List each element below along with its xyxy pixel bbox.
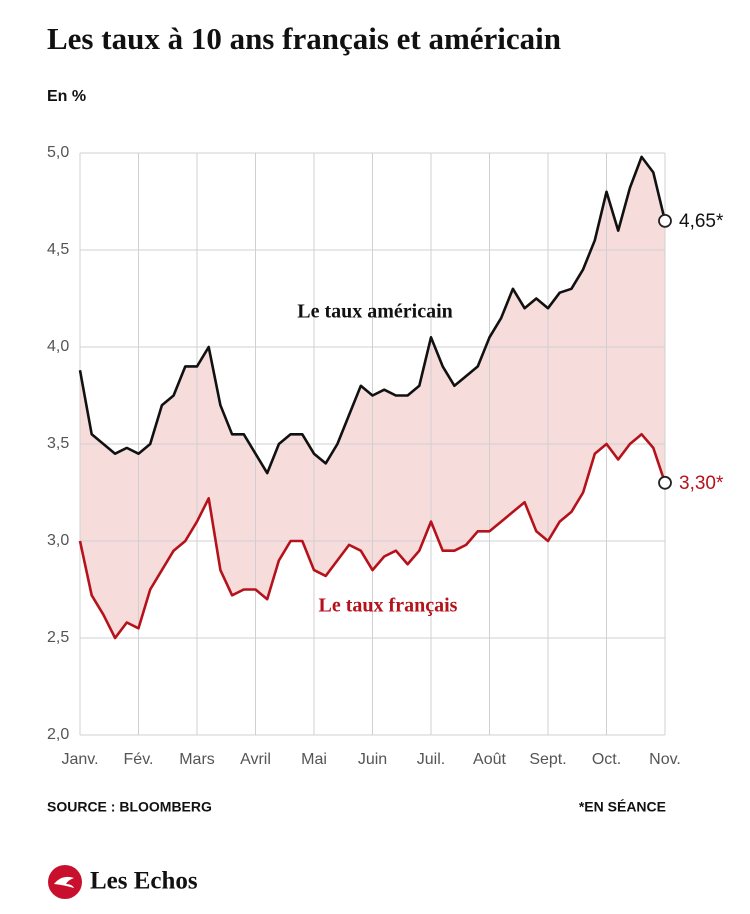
- x-tick-label: Fév.: [124, 751, 154, 768]
- chart-title: Les taux à 10 ans français et américain: [47, 21, 561, 56]
- x-tick-label: Oct.: [592, 751, 621, 768]
- y-tick-label: 5,0: [47, 144, 69, 161]
- value-label: 3,30*: [679, 473, 724, 494]
- y-tick-label: 4,5: [47, 241, 69, 258]
- y-tick-label: 4,0: [47, 338, 69, 355]
- x-tick-label: Juin: [358, 751, 387, 768]
- x-tick-label: Sept.: [529, 751, 566, 768]
- series-label: Le taux américain: [297, 301, 453, 323]
- logo-bird: [54, 876, 74, 888]
- series-label: Le taux français: [319, 595, 458, 617]
- y-tick-label: 3,0: [47, 532, 69, 549]
- y-tick-label: 3,5: [47, 435, 69, 452]
- logo-text: Les Echos: [90, 868, 198, 895]
- x-tick-label: Août: [473, 751, 506, 768]
- y-tick-label: 2,5: [47, 629, 69, 646]
- x-tick-label: Nov.: [649, 751, 681, 768]
- end-point: [658, 213, 672, 228]
- note: *EN SÉANCE: [579, 799, 666, 815]
- y-tick-label: 2,0: [47, 726, 69, 743]
- x-tick-label: Juil.: [417, 751, 445, 768]
- series-line: [78, 433, 667, 640]
- source: SOURCE : BLOOMBERG: [47, 799, 212, 815]
- end-point: [658, 475, 672, 490]
- x-tick-label: Mars: [179, 751, 215, 768]
- x-tick-label: Janv.: [61, 751, 98, 768]
- subtitle: En %: [47, 88, 86, 105]
- x-tick-label: Mai: [301, 751, 327, 768]
- x-tick-label: Avril: [240, 751, 271, 768]
- series-line: [78, 155, 667, 475]
- logo: Les Echos: [48, 865, 198, 899]
- value-label: 4,65*: [679, 211, 724, 232]
- plot-area: [78, 152, 667, 736]
